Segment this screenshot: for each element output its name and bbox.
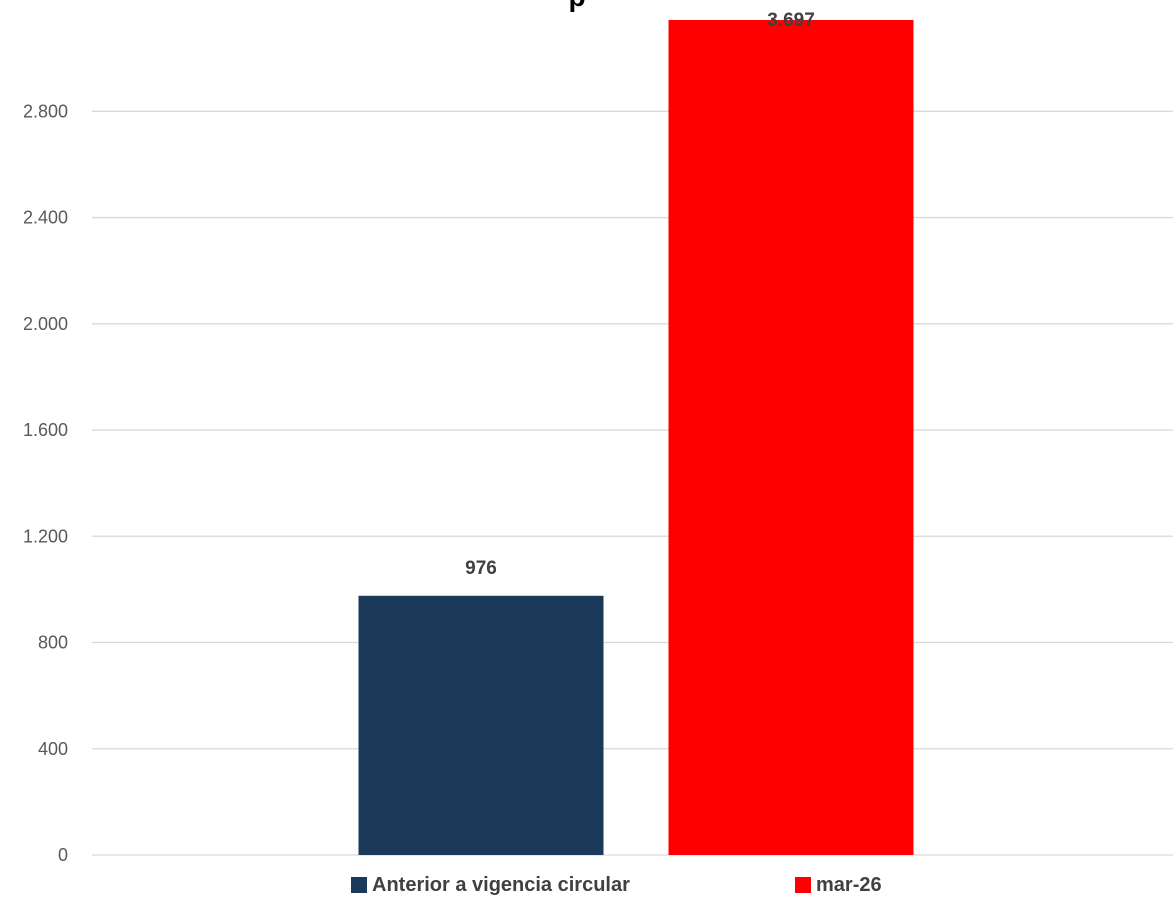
data-label-anterior: 976 xyxy=(465,558,497,579)
y-tick-label: 400 xyxy=(38,739,68,759)
y-tick-label: 1.200 xyxy=(23,526,68,546)
data-labels: 976 3.697 xyxy=(465,10,815,579)
y-tick-label: 0 xyxy=(58,845,68,865)
bars xyxy=(358,20,914,855)
legend-swatch-anterior xyxy=(351,877,367,893)
legend-label-mar-26: mar-26 xyxy=(816,873,882,896)
gridlines xyxy=(92,110,1173,856)
bar-mar-26 xyxy=(668,20,914,855)
y-axis-ticks: 0 400 800 1.200 1.600 2.000 2.400 2.800 xyxy=(23,101,68,865)
y-tick-label: 800 xyxy=(38,633,68,653)
y-tick-label: 2.800 xyxy=(23,101,68,121)
bar-anterior xyxy=(358,595,604,855)
y-tick-label: 1.600 xyxy=(23,420,68,440)
legend-swatch-mar-26 xyxy=(795,877,811,893)
y-tick-label: 2.000 xyxy=(23,314,68,334)
legend-item-mar-26: mar-26 xyxy=(795,870,882,900)
y-tick-label: 2.400 xyxy=(23,208,68,228)
legend: Anterior a vigencia circular mar-26 xyxy=(0,870,1173,900)
data-label-mar-26: 3.697 xyxy=(767,10,815,31)
chart-title: p xyxy=(568,0,585,12)
legend-label-anterior: Anterior a vigencia circular xyxy=(372,873,630,896)
legend-item-anterior: Anterior a vigencia circular xyxy=(351,870,630,900)
